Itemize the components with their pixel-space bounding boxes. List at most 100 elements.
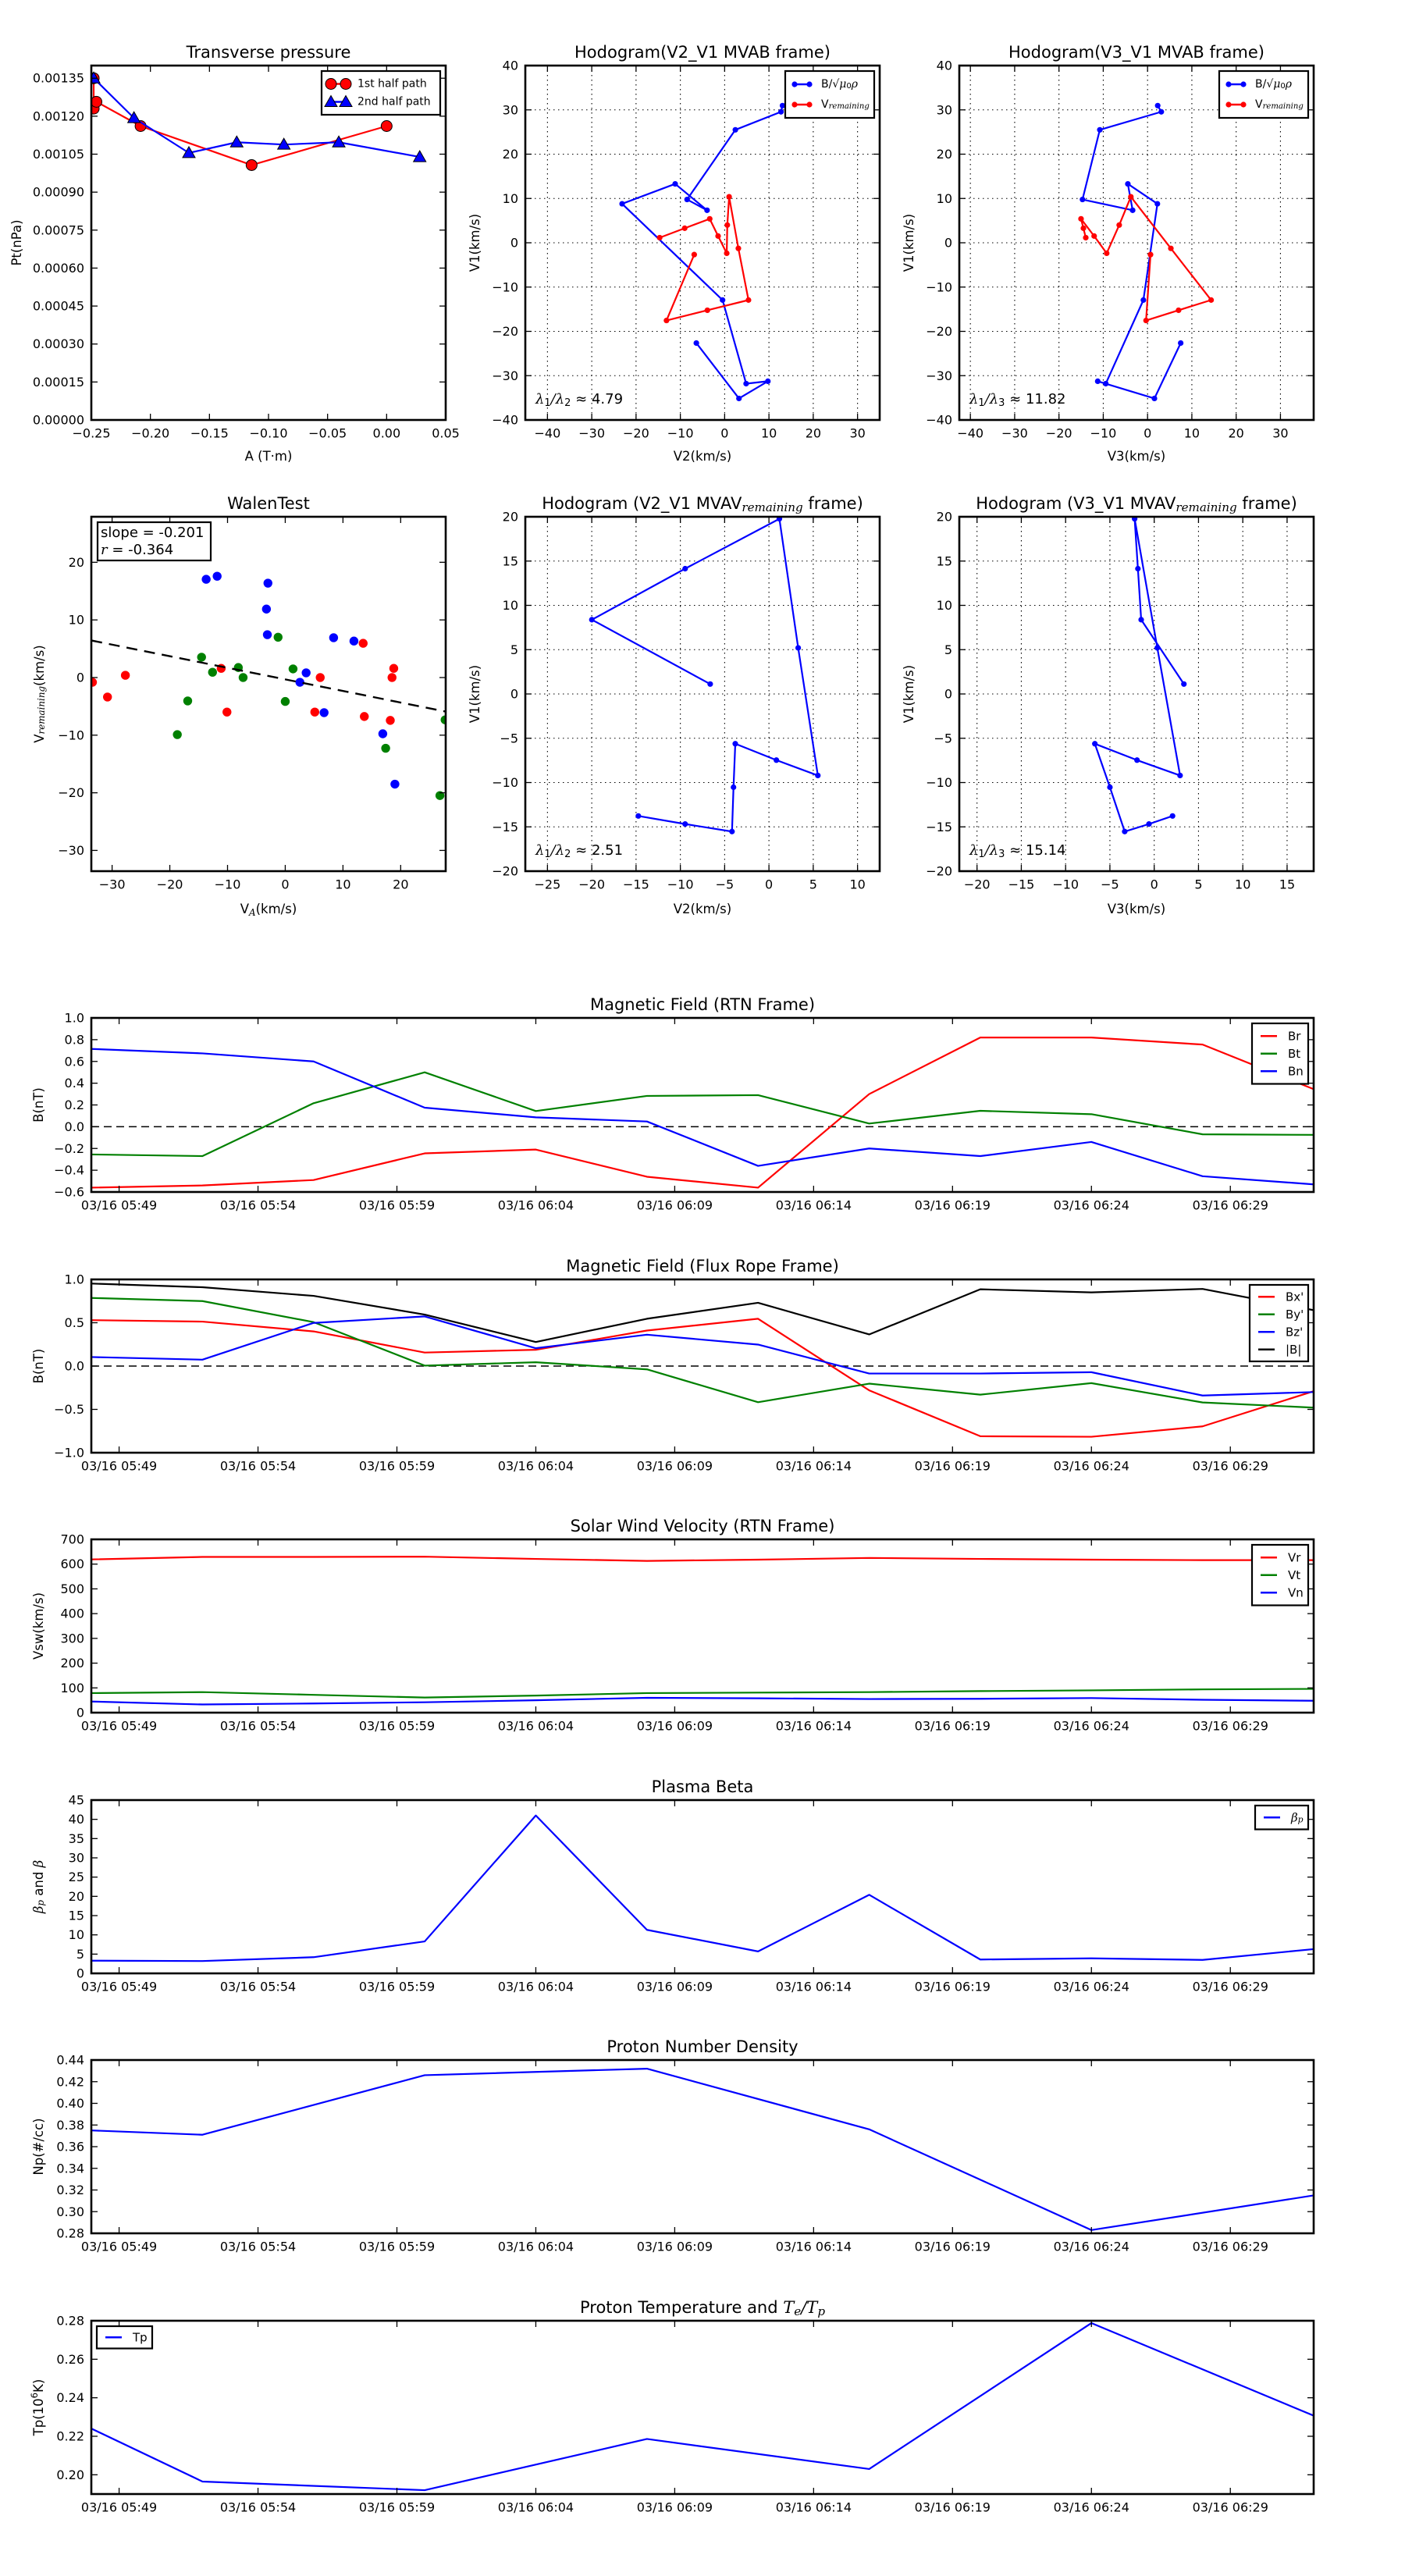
scatter-point xyxy=(295,678,304,687)
legend-entry: βp xyxy=(1264,1810,1304,1824)
data-point-marker xyxy=(1083,234,1089,241)
x-tick-label: 03/16 05:59 xyxy=(359,1198,435,1213)
eigenvalue-ratio-annotation-segment: 1 xyxy=(544,397,550,409)
transverse-pressure-chart: −0.25 −0.20 −0.15 −0.10 −0.05 0.00 0.05 0.00000… xyxy=(9,43,460,464)
legend-label-segment: ρ xyxy=(1285,78,1293,91)
data-point-marker xyxy=(1104,250,1110,257)
y-tick-label: 0.5 xyxy=(65,1315,84,1330)
legend-label: Vr xyxy=(1288,1550,1301,1564)
legend-marker-swatch xyxy=(324,94,338,107)
x-tick-label: 03/16 06:19 xyxy=(915,1719,991,1734)
y-tick-label: 0.0 xyxy=(65,1119,84,1134)
legend-label: Br xyxy=(1288,1029,1301,1043)
data-point-marker xyxy=(1154,645,1161,651)
legend-label-segment: p xyxy=(1298,1814,1304,1824)
x-tick-label: 03/16 05:59 xyxy=(359,2500,435,2515)
legend-marker-swatch xyxy=(340,78,352,90)
scatter-point xyxy=(358,639,368,648)
y-tick-label: 0.20 xyxy=(56,2467,84,2482)
eigenvalue-ratio-annotation-segment: λ xyxy=(555,842,564,859)
y-tick-label: 20 xyxy=(937,147,952,162)
x-tick-label: 20 xyxy=(806,426,821,441)
hodogram-v3-v1-mvav-chart: −20 −15 −10 −5 0 5 10 15 −20 −15 −10 −5 0 5 10 15 20 Hodo… xyxy=(902,494,1315,916)
y-tick-label: 0.28 xyxy=(56,2314,84,2329)
legend-label: Bn xyxy=(1288,1064,1304,1078)
scatter-point xyxy=(310,707,320,717)
y-tick-label: −20 xyxy=(58,785,84,800)
data-point-marker xyxy=(656,234,663,241)
legend-entry: Bx' xyxy=(1258,1290,1304,1304)
y-tick-label: 0.00000 xyxy=(33,413,84,428)
chart-title-segment: Magnetic Field (Flux Rope Frame) xyxy=(566,1257,839,1276)
series-line-2 xyxy=(91,1696,1314,1706)
plot-area xyxy=(959,517,1314,871)
y-axis-label-segment: (km/s) xyxy=(32,645,47,686)
fit-statistics-annotation: slope = -0.201 xyxy=(101,525,204,541)
fit-statistics-annotation-segment: = -0.364 xyxy=(108,542,174,558)
y-tick-label: 10 xyxy=(503,598,518,613)
x-tick-label: −20 xyxy=(578,877,605,892)
y-tick-label: 0.00060 xyxy=(33,261,84,276)
legend-label-segment: ρ xyxy=(851,78,859,91)
plot-area xyxy=(91,1036,1314,1189)
y-axis-label-segment: K) xyxy=(31,2379,46,2393)
x-tick-label: 03/16 06:24 xyxy=(1054,2500,1129,2515)
y-tick-label: −5 xyxy=(500,731,518,745)
data-point-marker xyxy=(1134,757,1140,763)
chart-title: Magnetic Field (RTN Frame) xyxy=(590,995,815,1014)
legend-marker-swatch xyxy=(1240,101,1247,108)
eigenvalue-ratio-annotation-segment: / xyxy=(550,842,557,859)
x-tick-label: 5 xyxy=(1194,877,1202,892)
scatter-point xyxy=(386,716,395,725)
annotation: λ1/λ3 ≈ 15.14 xyxy=(969,842,1065,860)
data-point-marker xyxy=(743,380,749,387)
legend-label-segment: μ xyxy=(839,78,846,91)
chart-title-segment: Transverse pressure xyxy=(186,43,351,62)
y-tick-label: 0.00075 xyxy=(33,222,84,237)
x-tick-label: 5 xyxy=(809,877,817,892)
x-axis-label: V3(km/s) xyxy=(1108,449,1165,464)
legend-entry: 2nd half path xyxy=(324,94,431,109)
x-axis-label-segment: V2(km/s) xyxy=(674,449,731,464)
data-point-marker xyxy=(704,307,710,314)
x-tick-label: 03/16 05:59 xyxy=(359,1719,435,1734)
legend-entry: Br xyxy=(1261,1029,1301,1043)
data-point-marker xyxy=(229,135,244,148)
legend: Tp xyxy=(95,2325,154,2350)
legend-label-segment: remaining xyxy=(829,102,870,111)
chart-title-segment: Magnetic Field (RTN Frame) xyxy=(590,995,815,1014)
legend-entry: |B| xyxy=(1258,1343,1301,1357)
data-point-marker xyxy=(726,194,732,200)
y-tick-label: 0.00045 xyxy=(33,299,84,314)
eigenvalue-ratio-annotation-segment: λ xyxy=(989,842,998,859)
x-axis-label-segment: (km/s) xyxy=(256,902,297,916)
x-tick-label: −30 xyxy=(99,877,126,892)
y-tick-label: 15 xyxy=(937,553,952,568)
y-tick-label: 0.38 xyxy=(56,2118,84,2133)
magnetic-field-flux-rope-chart: 03/16 05:49 03/16 05:54 03/16 05:59 03/16 0… xyxy=(31,1257,1315,1474)
x-tick-label: 03/16 06:29 xyxy=(1193,1198,1268,1213)
x-axis-label: V2(km/s) xyxy=(674,902,731,916)
x-tick-label: 15 xyxy=(1279,877,1295,892)
y-axis-label-segment: V1(km/s) xyxy=(468,665,482,723)
x-tick-label: −20 xyxy=(157,877,183,892)
scatter-point xyxy=(222,707,232,717)
y-tick-label: −15 xyxy=(926,820,952,834)
x-tick-label: 0.05 xyxy=(432,426,460,441)
series-line-1 xyxy=(91,1071,1314,1158)
x-tick-label: −5 xyxy=(716,877,735,892)
y-axis-label: Pt(nPa) xyxy=(9,219,24,265)
x-tick-label: 03/16 06:09 xyxy=(637,1719,713,1734)
y-tick-label: 1.0 xyxy=(65,1272,84,1287)
x-tick-label: 03/16 05:59 xyxy=(359,1459,435,1474)
x-tick-label: 03/16 06:04 xyxy=(498,1459,574,1474)
x-tick-label: −15 xyxy=(1008,877,1035,892)
x-tick-label: 03/16 05:49 xyxy=(81,1198,157,1213)
plasma-beta-chart: 03/16 05:49 03/16 05:54 03/16 05:59 03/16 0… xyxy=(31,1777,1315,1994)
legend-label: By' xyxy=(1286,1308,1304,1322)
y-tick-label: 0.26 xyxy=(56,2352,84,2367)
magnetic-field-rtn-chart: 03/16 05:49 03/16 05:54 03/16 05:59 03/16 0… xyxy=(31,995,1315,1213)
x-tick-label: 03/16 05:54 xyxy=(220,1198,296,1213)
legend: 1st half path 2nd half path xyxy=(320,69,442,116)
x-axis-label: V3(km/s) xyxy=(1108,902,1165,916)
